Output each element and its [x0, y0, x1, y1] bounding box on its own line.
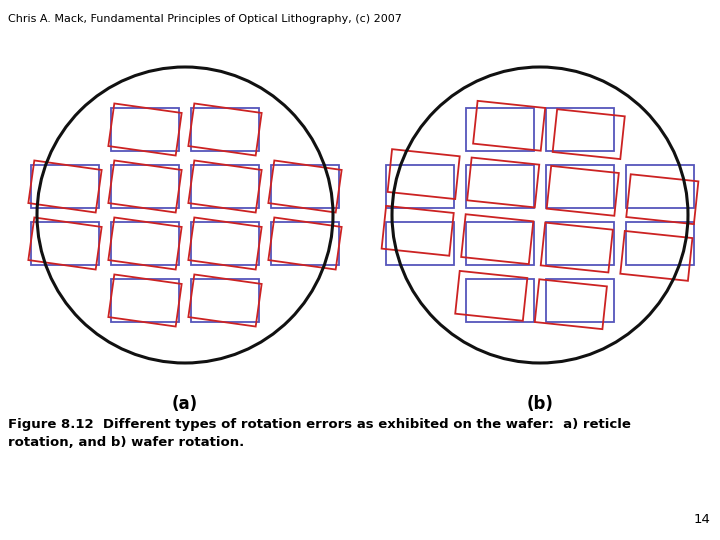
- Text: Chris A. Mack, Fundamental Principles of Optical Lithography, (c) 2007: Chris A. Mack, Fundamental Principles of…: [8, 14, 402, 24]
- Text: (a): (a): [172, 395, 198, 413]
- Text: rotation, and b) wafer rotation.: rotation, and b) wafer rotation.: [8, 436, 244, 449]
- Text: Figure 8.12  Different types of rotation errors as exhibited on the wafer:  a) r: Figure 8.12 Different types of rotation …: [8, 418, 631, 431]
- Circle shape: [37, 67, 333, 363]
- Text: (b): (b): [526, 395, 554, 413]
- Circle shape: [392, 67, 688, 363]
- Text: 14: 14: [693, 513, 710, 526]
